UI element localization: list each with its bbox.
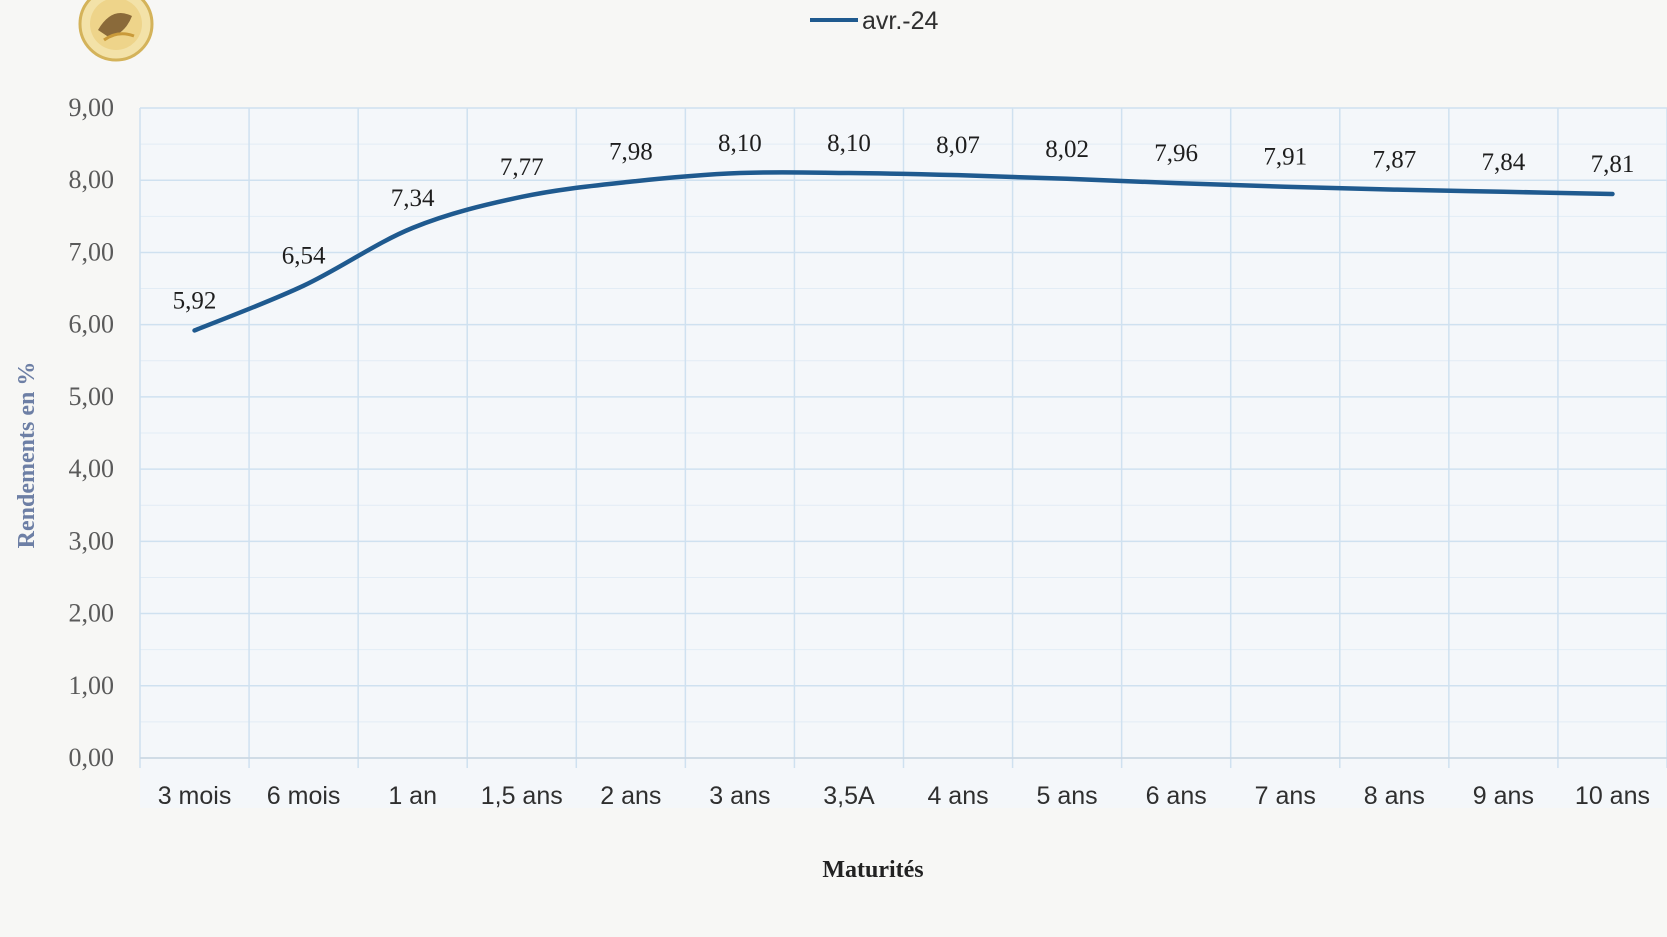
legend-label: avr.-24 <box>862 7 939 35</box>
x-tick-label: 3 mois <box>158 782 232 810</box>
y-tick-label: 3,00 <box>69 526 115 555</box>
data-label: 8,10 <box>718 130 762 157</box>
y-tick-label: 4,00 <box>69 454 115 483</box>
y-axis-ticks: 0,00 1,00 2,00 3,00 4,00 5,00 6,00 7,00 8,00 9,00 <box>69 93 115 772</box>
x-tick-label: 6 ans <box>1146 782 1207 810</box>
data-label: 7,84 <box>1482 149 1526 176</box>
data-label: 7,91 <box>1263 144 1307 171</box>
gridlines <box>139 107 1667 768</box>
series-layer <box>192 170 1615 333</box>
x-tick-label: 4 ans <box>927 782 988 810</box>
x-tick-label: 5 ans <box>1037 782 1098 810</box>
y-tick-label: 5,00 <box>69 382 115 411</box>
data-label: 5,92 <box>173 287 217 314</box>
y-tick-label: 8,00 <box>69 165 115 194</box>
wheat-emblem-icon <box>78 0 154 62</box>
x-tick-label: 8 ans <box>1364 782 1425 810</box>
legend: avr.-24 <box>810 7 939 35</box>
y-tick-label: 7,00 <box>69 237 115 266</box>
y-tick-label: 0,00 <box>69 743 115 772</box>
data-label: 7,77 <box>500 154 544 181</box>
y-tick-label: 6,00 <box>69 310 115 339</box>
x-axis-title: Maturités <box>822 857 923 883</box>
x-tick-label: 7 ans <box>1255 782 1316 810</box>
series-line-avr-24 <box>192 170 1615 333</box>
data-label: 8,07 <box>936 132 980 159</box>
x-tick-label: 2 ans <box>600 782 661 810</box>
data-label: 7,34 <box>391 185 435 212</box>
y-tick-label: 2,00 <box>69 599 115 628</box>
data-label: 8,10 <box>827 130 871 157</box>
x-tick-label: 1 an <box>388 782 437 810</box>
x-tick-label: 3 ans <box>709 782 770 810</box>
x-tick-label: 6 mois <box>267 782 341 810</box>
y-tick-label: 9,00 <box>69 93 115 122</box>
y-axis-title: Rendements en % <box>14 362 40 549</box>
data-label: 6,54 <box>282 243 326 270</box>
x-tick-label: 3,5A <box>823 782 875 810</box>
data-label: 7,87 <box>1372 147 1416 174</box>
x-tick-label: 10 ans <box>1575 782 1650 810</box>
data-label: 7,81 <box>1591 151 1635 178</box>
y-tick-label: 1,00 <box>69 671 115 700</box>
data-label: 8,02 <box>1045 136 1089 163</box>
data-label: 7,96 <box>1154 140 1198 167</box>
data-labels: 5,92 6,54 7,34 7,77 7,98 8,10 8,10 8,07 8,02 7,96… <box>173 130 1635 314</box>
x-axis-ticks: 3 mois 6 mois 1 an 1,5 ans 2 ans 3 ans 3,5A 4 a… <box>158 782 1650 810</box>
x-tick-label: 9 ans <box>1473 782 1534 810</box>
data-label: 7,98 <box>609 139 653 166</box>
x-tick-label: 1,5 ans <box>481 782 563 810</box>
